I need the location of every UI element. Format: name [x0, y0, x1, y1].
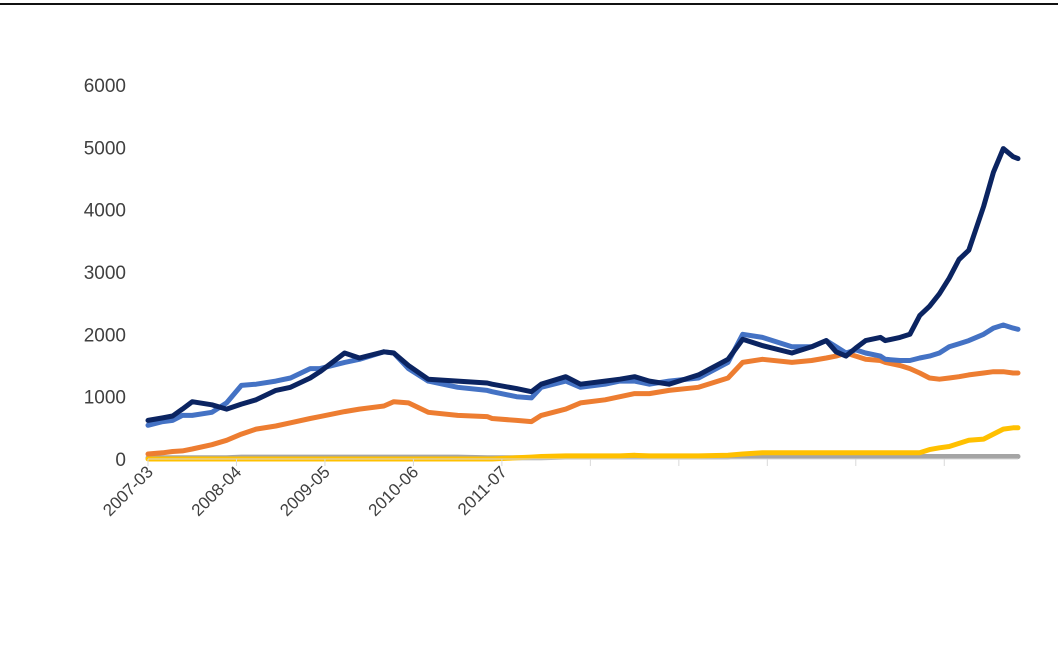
series-line-4 [145, 425, 1021, 462]
x-labels-layer: 2007-03 2008-04 2009-05 2010-06 2011-07 [99, 462, 510, 520]
x-tick-label: 2011-07 [454, 462, 511, 519]
x-ticks-layer [147, 459, 945, 466]
series-layer [145, 146, 1021, 462]
x-tick-label: 2009-05 [276, 462, 334, 520]
x-tick-label: 2008-04 [188, 462, 246, 520]
y-tick-label: 1000 [84, 388, 126, 409]
y-tick-label: 4000 [84, 201, 126, 222]
y-ticks-layer: 0 1000 2000 3000 4000 5000 6000 [84, 76, 126, 471]
series-line-2 [145, 322, 1021, 428]
y-tick-label: 6000 [84, 76, 126, 97]
top-rule [0, 3, 1058, 5]
x-tick-label: 2010-06 [365, 462, 423, 520]
series-line-3 [145, 350, 1021, 457]
y-tick-label: 0 [115, 450, 126, 471]
x-tick-label: 2007-03 [99, 462, 157, 520]
y-tick-label: 3000 [84, 263, 126, 284]
series-line-1 [145, 146, 1021, 423]
y-tick-label: 2000 [84, 325, 126, 346]
y-tick-label: 5000 [84, 138, 126, 159]
